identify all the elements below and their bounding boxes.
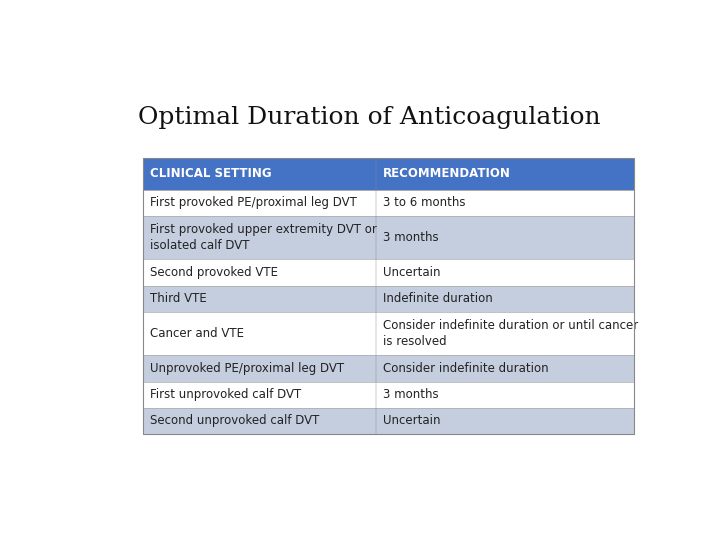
- Text: Second unprovoked calf DVT: Second unprovoked calf DVT: [150, 414, 319, 428]
- Text: Optimal Duration of Anticoagulation: Optimal Duration of Anticoagulation: [138, 106, 600, 130]
- Text: 3 to 6 months: 3 to 6 months: [383, 196, 465, 209]
- Text: First provoked PE/proximal leg DVT: First provoked PE/proximal leg DVT: [150, 196, 356, 209]
- FancyBboxPatch shape: [143, 312, 634, 355]
- FancyBboxPatch shape: [143, 216, 634, 259]
- FancyBboxPatch shape: [143, 190, 634, 216]
- Text: First provoked upper extremity DVT or
isolated calf DVT: First provoked upper extremity DVT or is…: [150, 223, 377, 252]
- FancyBboxPatch shape: [143, 259, 634, 286]
- Text: Uncertain: Uncertain: [383, 414, 441, 428]
- Text: First unprovoked calf DVT: First unprovoked calf DVT: [150, 388, 301, 401]
- Text: 3 months: 3 months: [383, 388, 438, 401]
- Text: CLINICAL SETTING: CLINICAL SETTING: [150, 167, 271, 180]
- FancyBboxPatch shape: [143, 286, 634, 312]
- Text: 3 months: 3 months: [383, 231, 438, 244]
- Text: RECOMMENDATION: RECOMMENDATION: [383, 167, 510, 180]
- Text: Second provoked VTE: Second provoked VTE: [150, 266, 278, 279]
- Text: Unprovoked PE/proximal leg DVT: Unprovoked PE/proximal leg DVT: [150, 362, 344, 375]
- Text: Uncertain: Uncertain: [383, 266, 441, 279]
- FancyBboxPatch shape: [143, 158, 634, 190]
- Text: Cancer and VTE: Cancer and VTE: [150, 327, 243, 340]
- FancyBboxPatch shape: [143, 382, 634, 408]
- Text: Third VTE: Third VTE: [150, 292, 207, 305]
- Text: Indefinite duration: Indefinite duration: [383, 292, 492, 305]
- FancyBboxPatch shape: [143, 408, 634, 434]
- FancyBboxPatch shape: [143, 355, 634, 382]
- Text: Consider indefinite duration or until cancer
is resolved: Consider indefinite duration or until ca…: [383, 319, 638, 348]
- Text: Consider indefinite duration: Consider indefinite duration: [383, 362, 549, 375]
